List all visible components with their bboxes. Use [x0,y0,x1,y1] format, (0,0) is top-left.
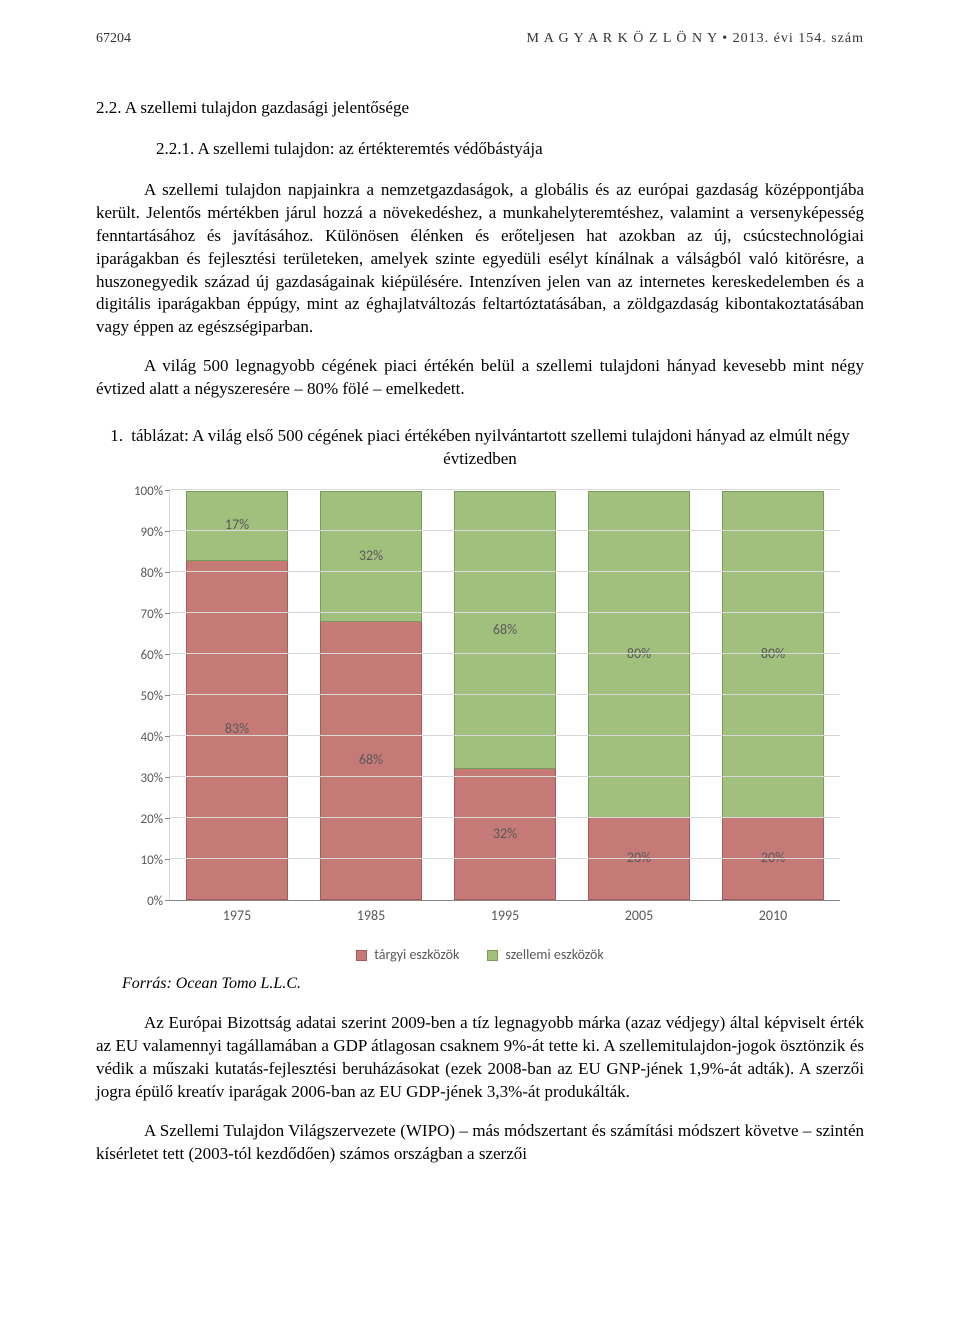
table-caption-number: 1. [110,425,123,448]
chart-body: 0%10%20%30%40%50%60%70%80%90%100% 17%83%… [120,491,840,901]
subsection-heading: 2.2.1. A szellemi tulajdon: az értéktere… [156,138,864,161]
y-tick-label: 20% [141,810,163,828]
bar-segment-top: 17% [186,491,288,561]
paragraph-3: Az Európai Bizottság adatai szerint 2009… [96,1012,864,1104]
bar: 32%68% [320,491,422,900]
bar: 80%20% [722,491,824,900]
bar-segment-bottom: 32% [454,769,556,900]
legend-item: tárgyi eszközök [356,946,459,965]
paragraph-4: A Szellemi Tulajdon Világszervezete (WIP… [96,1120,864,1166]
bar-slot: 17%83% [186,491,288,900]
grid-line [170,653,840,654]
bar: 68%32% [454,491,556,900]
section-heading: 2.2. A szellemi tulajdon gazdasági jelen… [96,97,864,120]
x-tick-label: 2005 [588,907,690,926]
publication-title: M A G Y A R K Ö Z L Ö N Y • 2013. évi 15… [527,30,864,49]
bar-slot: 80%20% [722,491,824,900]
stacked-bar-chart: 0%10%20%30%40%50%60%70%80%90%100% 17%83%… [120,491,840,965]
grid-line [170,735,840,736]
legend-label: szellemi eszközök [505,946,603,965]
y-tick-label: 90% [141,523,163,541]
bar-slot: 68%32% [454,491,556,900]
table-caption-text: táblázat: A világ első 500 cégének piaci… [131,426,849,468]
x-tick-label: 1975 [186,907,288,926]
grid-line [170,530,840,531]
legend-swatch [487,950,498,961]
bar: 17%83% [186,491,288,900]
bar-segment-bottom: 20% [588,818,690,900]
y-tick-label: 50% [141,687,163,705]
bar: 80%20% [588,491,690,900]
x-tick-label: 1985 [320,907,422,926]
chart-source: Forrás: Ocean Tomo L.L.C. [122,973,864,995]
bar-segment-top: 68% [454,491,556,769]
legend-label: tárgyi eszközök [374,946,459,965]
page-header: 67204 M A G Y A R K Ö Z L Ö N Y • 2013. … [96,30,864,49]
plot-area: 17%83%32%68%68%32%80%20%80%20% [170,491,840,901]
paragraph-2: A világ 500 legnagyobb cégének piaci ért… [96,355,864,401]
y-tick-label: 80% [141,564,163,582]
x-axis: 1975 1985 1995 2005 2010 [170,901,840,926]
bar-slot: 80%20% [588,491,690,900]
grid-line [170,694,840,695]
grid-line [170,858,840,859]
x-axis-labels: 1975 1985 1995 2005 2010 [170,901,840,926]
grid-line [170,776,840,777]
y-tick-label: 60% [141,646,163,664]
y-tick-label: 30% [141,769,163,787]
table-caption: 1. táblázat: A világ első 500 cégének pi… [96,425,864,471]
y-tick-label: 100% [134,482,163,500]
legend-item: szellemi eszközök [487,946,603,965]
page-number: 67204 [96,30,131,49]
y-axis: 0%10%20%30%40%50%60%70%80%90%100% [120,491,170,901]
x-tick-label: 2010 [722,907,824,926]
y-tick-label: 10% [141,851,163,869]
bar-segment-bottom: 20% [722,818,824,900]
bar-segment-top: 32% [320,491,422,622]
grid-line [170,817,840,818]
grid-line [170,571,840,572]
bar-slot: 32%68% [320,491,422,900]
bar-segment-top: 80% [588,491,690,818]
paragraph-1: A szellemi tulajdon napjainkra a nemzetg… [96,179,864,340]
y-tick-label: 40% [141,728,163,746]
x-tick-label: 1995 [454,907,556,926]
y-tick-label: 0% [147,892,163,910]
chart-legend: tárgyi eszközök szellemi eszközök [120,946,840,965]
legend-swatch [356,950,367,961]
grid-line [170,612,840,613]
bar-segment-top: 80% [722,491,824,818]
y-tick-label: 70% [141,605,163,623]
grid-line [170,489,840,490]
bars-container: 17%83%32%68%68%32%80%20%80%20% [170,491,840,900]
